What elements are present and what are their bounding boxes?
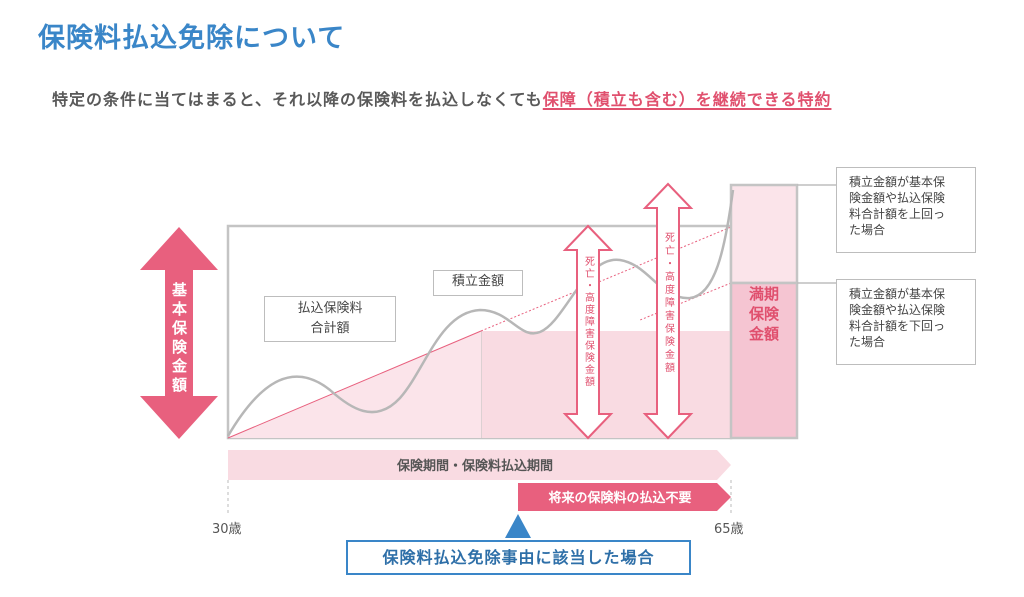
age-end-label: 65歳 xyxy=(714,522,744,537)
maturity-column-upper xyxy=(729,183,799,285)
no-premium-label: 将来の保険料の払込不要 xyxy=(548,490,691,506)
description-highlight: 保障（積立も含む）を継続できる特約 xyxy=(542,90,832,109)
period-bar xyxy=(228,450,731,480)
period-bar-label: 保険期間・保険料払込期間 xyxy=(396,458,553,474)
maturity-amount-label: 満期 保険 金額 xyxy=(748,285,779,343)
death-label-1: 死亡・高度障害保険金額 xyxy=(583,256,595,388)
note-below: 積立金額が基本保 険金額や払込保険 料合計額を下回っ た場合 xyxy=(836,279,976,365)
note-above: 積立金額が基本保 険金額や払込保険 料合計額を上回っ た場合 xyxy=(836,167,976,253)
death-arrow-2 xyxy=(642,182,694,440)
exempted-coverage-area xyxy=(481,331,731,438)
age-start-label: 30歳 xyxy=(212,522,242,537)
premium-projection-line xyxy=(480,226,732,332)
death-label-2: 死亡・高度障害保険金額 xyxy=(663,232,675,375)
description: 特定の条件に当てはまると、それ以降の保険料を払込しなくても保障（積立も含む）を継… xyxy=(52,86,831,110)
premium-projection-line-lower xyxy=(639,282,732,321)
accumulated-value-curve xyxy=(226,189,735,437)
total-premium-label: 払込保険料 合計額 xyxy=(264,296,396,342)
death-arrow-1 xyxy=(562,224,614,440)
page-title: 保険料払込免除について xyxy=(38,23,346,54)
premium-total-line xyxy=(227,330,482,439)
exemption-marker xyxy=(505,514,531,538)
no-premium-bar xyxy=(518,483,731,511)
basic-amount-arrow xyxy=(140,227,218,439)
exemption-reason-box: 保険料払込免除事由に該当した場合 xyxy=(346,540,691,575)
description-text: 特定の条件に当てはまると、それ以降の保険料を払込しなくても xyxy=(52,90,543,109)
maturity-column-lower xyxy=(729,281,799,440)
accumulated-amount-label: 積立金額 xyxy=(433,270,523,296)
basic-amount-label: 基本保険金額 xyxy=(170,281,188,396)
